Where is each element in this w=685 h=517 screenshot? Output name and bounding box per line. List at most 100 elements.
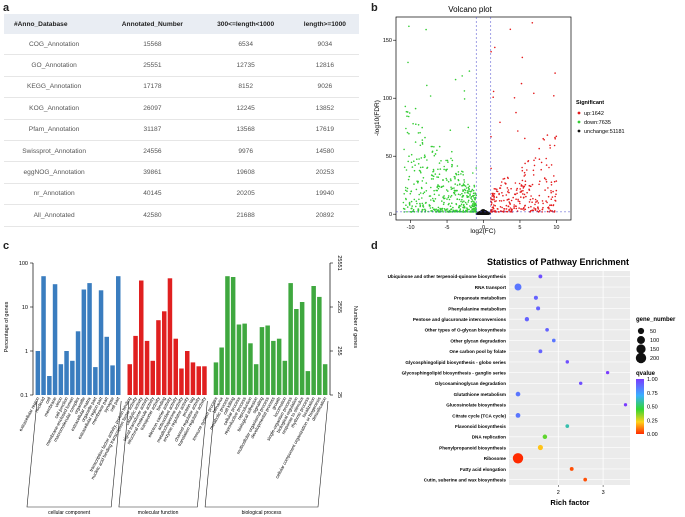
qvalue-colorbar: [636, 379, 644, 434]
column-header: 300<=length<1000: [200, 14, 291, 34]
volcano-point: [445, 177, 447, 180]
volcano-xtick-label: -10: [407, 225, 415, 231]
volcano-point: [550, 191, 552, 194]
volcano-point: [414, 141, 417, 143]
volcano-point: [425, 28, 427, 31]
volcano-point: [498, 211, 500, 213]
volcano-point: [443, 197, 445, 200]
volcano-point: [433, 154, 436, 157]
volcano-point: [470, 196, 473, 198]
volcano-point: [550, 210, 552, 212]
volcano-point: [434, 153, 437, 155]
volcano-point: [435, 208, 437, 210]
volcano-point: [407, 61, 409, 64]
volcano-point: [531, 209, 534, 211]
volcano-point: [542, 206, 544, 209]
volcano-ytick-label: 0: [389, 212, 392, 218]
volcano-point: [442, 185, 445, 187]
volcano-point: [451, 150, 453, 153]
enrichment-plot: Statistics of Pathway Enrichment Ubiquin…: [388, 257, 676, 507]
volcano-point: [517, 198, 519, 201]
volcano-point: [451, 163, 453, 166]
volcano-point: [546, 210, 549, 213]
volcano-point: [442, 211, 444, 213]
volcano-point: [508, 198, 510, 200]
volcano-point: [515, 198, 517, 200]
volcano-point: [554, 138, 556, 140]
enrichment-pathway-label: Glutathione metabolism: [454, 392, 506, 397]
go-category-label: virion: [54, 396, 64, 408]
enrichment-point: [578, 381, 583, 386]
volcano-point: [457, 193, 460, 196]
volcano-point: [512, 196, 514, 199]
volcano-point: [446, 179, 448, 181]
table-cell: 13568: [200, 119, 291, 141]
table-cell: 12816: [290, 54, 359, 77]
go-bar: [230, 277, 236, 395]
volcano-point: [472, 189, 475, 192]
volcano-point: [425, 190, 428, 192]
volcano-point: [510, 208, 513, 210]
table-cell: 19940: [290, 183, 359, 206]
volcano-point: [406, 187, 409, 190]
volcano-point: [500, 184, 502, 187]
volcano-point: [533, 92, 535, 95]
enrichment-point: [533, 295, 538, 300]
volcano-point: [410, 161, 413, 164]
volcano-point: [506, 210, 509, 213]
volcano-point: [554, 195, 556, 198]
volcano-point: [421, 141, 424, 144]
enrichment-xtick-label: 2: [557, 490, 560, 496]
go-bar: [52, 284, 58, 395]
volcano-point: [494, 188, 497, 190]
volcano-point: [524, 180, 527, 182]
volcano-point: [469, 205, 471, 207]
volcano-point: [503, 199, 505, 202]
volcano-point: [424, 210, 427, 212]
go-bar: [64, 351, 69, 395]
volcano-point: [412, 210, 414, 212]
volcano-point: [446, 198, 448, 200]
table-header-row: #Anno_Database Annotated_Number 300<=len…: [4, 14, 359, 34]
go-group-label: biological process: [242, 510, 282, 516]
go-group-bracket: [204, 400, 329, 508]
volcano-point: [513, 204, 515, 206]
volcano-point: [450, 194, 453, 197]
volcano-point: [494, 46, 496, 49]
volcano-point: [474, 203, 477, 206]
volcano-point: [506, 176, 509, 179]
volcano-point: [555, 193, 557, 195]
volcano-ytick-label: 150: [383, 38, 392, 44]
volcano-point: [422, 208, 424, 211]
volcano-point: [468, 190, 470, 192]
go-left-tick-label: 0.1: [20, 393, 28, 399]
volcano-point: [522, 207, 525, 210]
volcano-point: [463, 184, 465, 186]
volcano-point: [413, 169, 416, 172]
volcano-point: [494, 204, 496, 207]
enrichment-point: [565, 424, 570, 428]
volcano-point: [449, 178, 452, 180]
volcano-point: [404, 105, 407, 108]
volcano-point: [448, 198, 451, 201]
go-group-label: cellular component: [48, 510, 91, 516]
volcano-point: [508, 209, 510, 212]
volcano-point: [472, 202, 474, 205]
volcano-point: [536, 200, 538, 202]
volcano-point: [449, 129, 452, 131]
volcano-point: [513, 207, 515, 210]
volcano-point: [441, 200, 443, 202]
volcano-point: [510, 210, 513, 213]
volcano-point: [548, 166, 550, 169]
volcano-point: [495, 200, 497, 202]
table-cell: 20892: [290, 204, 359, 227]
panel-label-d: d: [371, 240, 378, 252]
table-cell: Pfam_Annotation: [4, 119, 105, 141]
enrichment-point: [551, 338, 556, 343]
volcano-point: [446, 159, 449, 162]
go-bar: [139, 280, 144, 395]
volcano-point: [421, 180, 424, 182]
volcano-point: [419, 202, 421, 205]
volcano-point: [534, 208, 536, 210]
go-bar: [196, 366, 201, 395]
